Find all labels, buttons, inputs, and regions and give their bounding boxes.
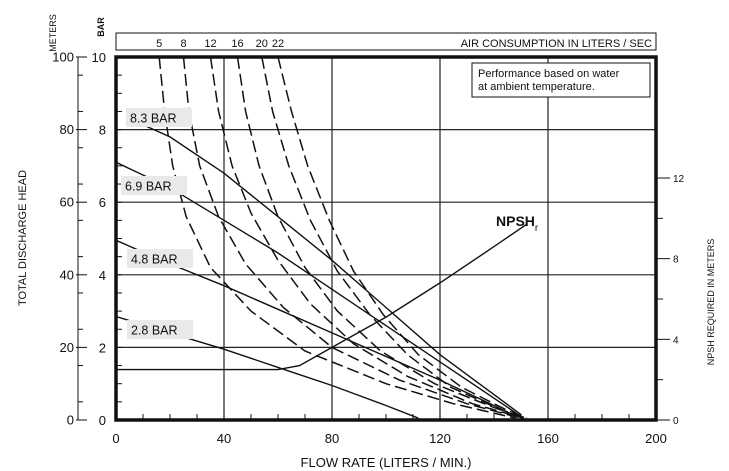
top-axis: 5 8 12 16 20 22 AIR CONSUMPTION IN LITERS / SE… bbox=[115, 32, 657, 51]
pressure-label: 2.8 BAR bbox=[131, 324, 178, 338]
bar-tick-label: 10 bbox=[92, 50, 106, 65]
bar-unit-label: BAR bbox=[96, 17, 106, 37]
air-curve-22 bbox=[277, 56, 527, 419]
bar-tick-label: 2 bbox=[99, 340, 106, 355]
meters-tick-label: 60 bbox=[60, 195, 74, 210]
y-axis-title: TOTAL DISCHARGE HEAD bbox=[17, 170, 29, 306]
x-tick-label: 80 bbox=[325, 431, 339, 446]
note-line: Performance based on water bbox=[478, 68, 620, 80]
bar-tick-label: 0 bbox=[99, 413, 106, 428]
curve-labels: 8.3 BAR 6.9 BAR 4.8 BAR 2.8 BAR bbox=[121, 108, 193, 339]
air-tick-label: 20 bbox=[256, 38, 268, 50]
meters-tick-label: 80 bbox=[60, 122, 74, 137]
meters-tick-label: 100 bbox=[52, 50, 74, 65]
pressure-curve-69BAR bbox=[115, 161, 522, 417]
pressure-label: 4.8 BAR bbox=[131, 253, 178, 267]
top-axis-title: AIR CONSUMPTION IN LITERS / SEC bbox=[461, 38, 652, 50]
npsh-tick-label: 4 bbox=[673, 335, 679, 346]
pressure-label-bg bbox=[121, 176, 187, 195]
air-curve-8 bbox=[182, 56, 522, 419]
note-frame bbox=[471, 62, 651, 98]
npsh-tick-label: 12 bbox=[673, 174, 685, 185]
x-axis: 0 40 80 120 160 200 FLOW RATE (LITERS / MIN.) bbox=[112, 431, 666, 470]
plot-frame bbox=[114, 55, 658, 422]
air-curve-16 bbox=[236, 56, 524, 419]
pressure-label-bg bbox=[127, 320, 193, 339]
pressure-label-bg bbox=[127, 249, 193, 268]
meters-tick-label: 20 bbox=[60, 340, 74, 355]
x-axis-title: FLOW RATE (LITERS / MIN.) bbox=[301, 455, 472, 470]
air-tick-label: 5 bbox=[156, 38, 162, 50]
right-axis: 0 4 8 12 NPSH REQUIRED IN METERS bbox=[656, 174, 716, 427]
pressure-label: 8.3 BAR bbox=[130, 112, 177, 126]
grid bbox=[116, 57, 656, 420]
air-tick-label: 12 bbox=[204, 38, 216, 50]
bar-tick-label: 6 bbox=[99, 195, 106, 210]
note-line: at ambient temperature. bbox=[478, 81, 595, 93]
npsh-label-subscript: r bbox=[535, 223, 539, 234]
left-axes: 0 20 40 60 80 100 0 2 4 6 8 10 METERS BAR TOTAL DISCHA… bbox=[17, 14, 106, 428]
x-tick-label: 40 bbox=[217, 431, 231, 446]
air-curves bbox=[158, 56, 527, 419]
pressure-curves bbox=[115, 118, 522, 419]
npsh-label: NPSHr bbox=[496, 213, 539, 234]
npsh-tick-label: 8 bbox=[673, 255, 679, 266]
pressure-label-bg bbox=[126, 108, 192, 127]
air-tick-label: 22 bbox=[272, 38, 284, 50]
pressure-curve-83BAR bbox=[129, 118, 522, 416]
meters-tick-label: 40 bbox=[60, 267, 74, 282]
npsh-tick-label: 0 bbox=[673, 416, 679, 427]
x-tick-label: 120 bbox=[429, 431, 451, 446]
x-tick-label: 0 bbox=[112, 431, 119, 446]
npsh-label-main: NPSH bbox=[496, 213, 535, 229]
pressure-label: 6.9 BAR bbox=[125, 180, 172, 194]
npsh-curve bbox=[116, 223, 527, 371]
npsh-curve-group: NPSHr bbox=[116, 213, 539, 371]
air-tick-label: 16 bbox=[231, 38, 243, 50]
bar-tick-label: 8 bbox=[99, 123, 106, 138]
air-curve-12 bbox=[209, 56, 524, 419]
top-axis-strip bbox=[115, 32, 657, 51]
pressure-curve-48BAR bbox=[115, 239, 516, 418]
x-tick-label: 200 bbox=[645, 431, 667, 446]
air-curve-20 bbox=[261, 56, 527, 419]
x-tick-label: 160 bbox=[537, 431, 559, 446]
air-tick-label: 8 bbox=[180, 38, 186, 50]
npsh-axis-title: NPSH REQUIRED IN METERS bbox=[706, 239, 716, 366]
meters-tick-label: 0 bbox=[67, 413, 74, 428]
meters-unit-label: METERS bbox=[48, 14, 58, 52]
bar-tick-label: 4 bbox=[99, 268, 106, 283]
